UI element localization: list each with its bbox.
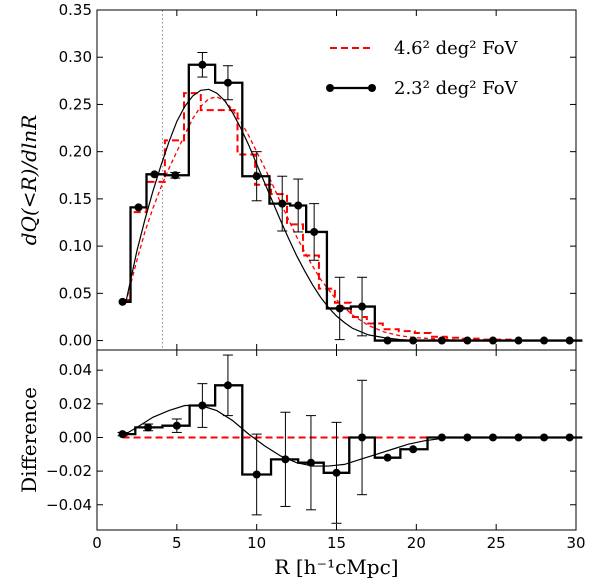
data-point — [278, 199, 287, 208]
data-point — [565, 336, 574, 345]
data-point — [118, 430, 127, 439]
series-bottom-1-step — [122, 384, 583, 476]
y-tick-label: 0.05 — [59, 284, 92, 302]
data-point — [383, 453, 392, 462]
bottom-y-axis-label: Difference — [17, 387, 41, 493]
data-point — [358, 433, 367, 442]
series-bottom-2-fit-curve — [122, 404, 481, 467]
bottom-plot-area — [117, 354, 583, 524]
data-point — [223, 381, 232, 390]
x-tick-label: 10 — [247, 534, 266, 552]
top-y-axis-label: dQ(<R)/dlnR — [17, 115, 41, 246]
y-tick-label: 0.00 — [59, 428, 92, 446]
bottom-y-ticks: −0.04 −0.02 0.00 0.02 0.04 — [46, 361, 576, 514]
data-point — [335, 304, 344, 313]
y-tick-label: 0.02 — [59, 395, 92, 413]
bottom-panel: −0.04 −0.02 0.00 0.02 0.04 Difference — [17, 349, 583, 531]
y-tick-label: 0.15 — [59, 190, 92, 208]
legend-label: 4.6² deg² FoV — [394, 38, 519, 59]
legend: 4.6² deg² FoV 2.3² deg² FoV — [326, 38, 519, 99]
y-tick-label: 0.10 — [59, 237, 92, 255]
data-point — [252, 470, 261, 479]
x-tick-label: 20 — [407, 534, 426, 552]
data-point — [332, 468, 341, 477]
x-tick-label: 30 — [566, 534, 585, 552]
data-point — [252, 172, 261, 181]
series-top-0-step — [122, 92, 575, 342]
data-point — [409, 445, 418, 454]
series-top-2-step — [122, 63, 583, 342]
data-point — [565, 433, 574, 442]
data-point — [118, 297, 127, 306]
x-tick-label: 25 — [487, 534, 506, 552]
data-point — [198, 60, 207, 69]
data-point — [223, 78, 232, 87]
legend-label: 2.3² deg² FoV — [394, 78, 519, 99]
x-axis-label: R [h⁻¹cMpc] — [274, 555, 398, 579]
x-axis-ticks: 0 5 10 15 20 25 30 — [92, 10, 586, 552]
data-point — [172, 421, 181, 430]
data-point — [540, 336, 549, 345]
data-point — [514, 336, 523, 345]
series-top-3-fit-curve — [125, 88, 417, 342]
top-axes-frame — [96, 9, 577, 351]
y-tick-label: 0.35 — [59, 1, 92, 19]
y-tick-label: 0.30 — [59, 48, 92, 66]
data-point — [437, 336, 446, 345]
data-point — [437, 433, 446, 442]
y-tick-label: 0.25 — [59, 95, 92, 113]
y-tick-label: 0.20 — [59, 143, 92, 161]
x-tick-label: 0 — [92, 534, 102, 552]
series-top-1-line — [125, 96, 465, 342]
data-point — [171, 171, 180, 180]
top-panel: 0.00 0.05 0.10 0.15 0.20 0.25 0.30 0.35 4.6² de… — [17, 1, 583, 351]
x-tick-label: 15 — [327, 534, 346, 552]
legend-marker — [368, 84, 376, 92]
data-point — [540, 433, 549, 442]
top-y-ticks: 0.00 0.05 0.10 0.15 0.20 0.25 0.30 0.35 — [59, 1, 576, 350]
data-point — [463, 336, 472, 345]
y-tick-label: −0.04 — [46, 496, 92, 514]
data-point — [514, 433, 523, 442]
top-plot-area — [118, 10, 583, 350]
data-point — [144, 423, 153, 432]
data-point — [488, 433, 497, 442]
y-tick-label: 0.04 — [59, 361, 92, 379]
data-point — [358, 302, 367, 311]
data-point — [134, 203, 143, 212]
x-tick-label: 5 — [172, 534, 182, 552]
data-point — [488, 336, 497, 345]
data-point — [294, 201, 303, 210]
legend-marker — [326, 84, 334, 92]
y-tick-label: −0.02 — [46, 462, 92, 480]
data-point — [310, 227, 319, 236]
y-tick-label: 0.00 — [59, 332, 92, 350]
data-point — [150, 170, 159, 179]
